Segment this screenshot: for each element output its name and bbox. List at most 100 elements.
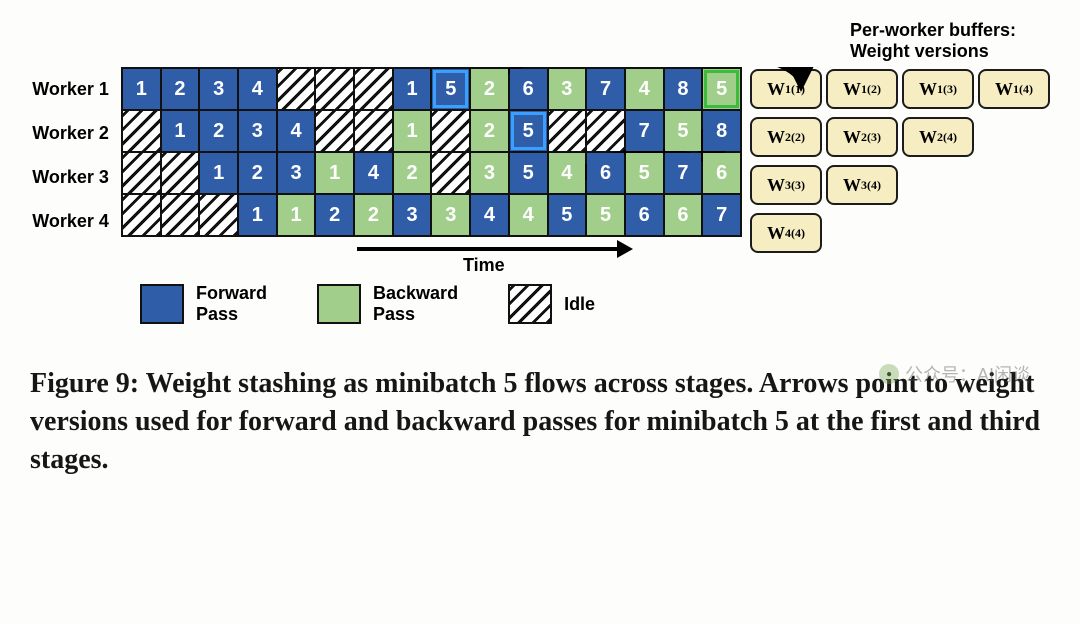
grid-cell: 8 [702,110,741,152]
grid-cell: 3 [431,194,470,236]
grid-cell [431,110,470,152]
grid-cell: 2 [393,152,432,194]
grid-wrap: 1234152637485123412575812314235465761122… [121,67,742,277]
weight-buffer: W3(3) [750,165,822,205]
grid-cell: 2 [199,110,238,152]
watermark-icon [879,364,899,384]
grid-cell [315,68,354,110]
grid-cell: 2 [238,152,277,194]
legend-forward-swatch [140,284,184,324]
grid-cell: 4 [548,152,587,194]
weight-buffer: W2(3) [826,117,898,157]
grid-cell [431,152,470,194]
grid-cell: 5 [702,68,741,110]
legend-forward: Forward Pass [140,283,267,325]
weight-buffer: W1(1) [750,69,822,109]
grid-cell: 1 [393,68,432,110]
grid-cell: 5 [431,68,470,110]
grid-cell: 1 [122,68,161,110]
grid-cell: 7 [664,152,703,194]
grid-cell: 1 [315,152,354,194]
grid-cell: 3 [548,68,587,110]
grid-cell [161,152,200,194]
grid-cell: 5 [625,152,664,194]
grid-cell: 2 [470,68,509,110]
buffers-header: Per-worker buffers: Weight versions [850,20,1050,61]
grid-cell: 8 [664,68,703,110]
grid-cell [161,194,200,236]
legend-backward-label: Backward Pass [373,283,458,325]
legend-idle-label: Idle [564,294,595,315]
buffers-header-line1: Per-worker buffers: [850,20,1016,40]
grid-cell: 2 [470,110,509,152]
grid-cell: 2 [354,194,393,236]
weight-buffer: W1(2) [826,69,898,109]
grid-cell: 4 [238,68,277,110]
buffer-row: W3(3)W3(4) [750,163,1050,207]
grid-cell: 4 [354,152,393,194]
worker-label-2: Worker 2 [30,111,113,155]
weight-buffer: W3(4) [826,165,898,205]
grid-cell: 6 [702,152,741,194]
weight-buffers: W1(1)W1(2)W1(3)W1(4)W2(2)W2(3)W2(4)W3(3)… [750,67,1050,255]
worker-label-3: Worker 3 [30,155,113,199]
grid-cell: 4 [509,194,548,236]
time-label: Time [463,255,505,276]
weight-buffer: W1(4) [978,69,1050,109]
time-arrow-head-icon [617,240,633,258]
grid-cell: 5 [509,152,548,194]
grid-cell: 7 [625,110,664,152]
grid-cell: 5 [509,110,548,152]
grid-cell: 3 [199,68,238,110]
legend-backward: Backward Pass [317,283,458,325]
time-axis: Time [121,241,742,277]
grid-cell: 4 [277,110,316,152]
grid-cell: 1 [238,194,277,236]
grid-cell: 6 [509,68,548,110]
grid-cell: 5 [664,110,703,152]
grid-cell: 5 [586,194,625,236]
grid-cell: 4 [470,194,509,236]
grid-cell: 6 [586,152,625,194]
legend-backward-swatch [317,284,361,324]
worker-label-4: Worker 4 [30,199,113,243]
pipeline-grid: 1234152637485123412575812314235465761122… [121,67,742,237]
weight-buffer: W1(3) [902,69,974,109]
grid-cell: 1 [199,152,238,194]
grid-cell [586,110,625,152]
grid-cell [354,110,393,152]
grid-cell [122,194,161,236]
grid-cell: 4 [625,68,664,110]
main-layout: Worker 1 Worker 2 Worker 3 Worker 4 1234… [30,67,1050,277]
grid-cell: 7 [702,194,741,236]
grid-cell: 6 [625,194,664,236]
grid-cell [199,194,238,236]
worker-labels: Worker 1 Worker 2 Worker 3 Worker 4 [30,67,113,243]
grid-cell: 3 [277,152,316,194]
grid-cell [277,68,316,110]
grid-cell [354,68,393,110]
grid-cell: 1 [161,110,200,152]
time-arrow-shaft [357,247,617,251]
buffer-row: W1(1)W1(2)W1(3)W1(4) [750,67,1050,111]
legend: Forward Pass Backward Pass Idle [140,283,1050,325]
grid-cell [122,110,161,152]
worker-label-1: Worker 1 [30,67,113,111]
legend-idle-swatch [508,284,552,324]
grid-cell: 1 [277,194,316,236]
weight-buffer: W2(4) [902,117,974,157]
grid-cell: 7 [586,68,625,110]
legend-idle: Idle [508,284,595,324]
grid-cell [315,110,354,152]
grid-cell: 2 [315,194,354,236]
buffers-header-line2: Weight versions [850,41,989,61]
grid-cell: 3 [393,194,432,236]
grid-cell [122,152,161,194]
grid-cell: 3 [238,110,277,152]
grid-cell: 5 [548,194,587,236]
watermark-text: 公众号：AI闲谈 [905,361,1030,387]
grid-cell: 6 [664,194,703,236]
grid-cell: 2 [161,68,200,110]
weight-buffer: W4(4) [750,213,822,253]
buffer-row: W2(2)W2(3)W2(4) [750,115,1050,159]
